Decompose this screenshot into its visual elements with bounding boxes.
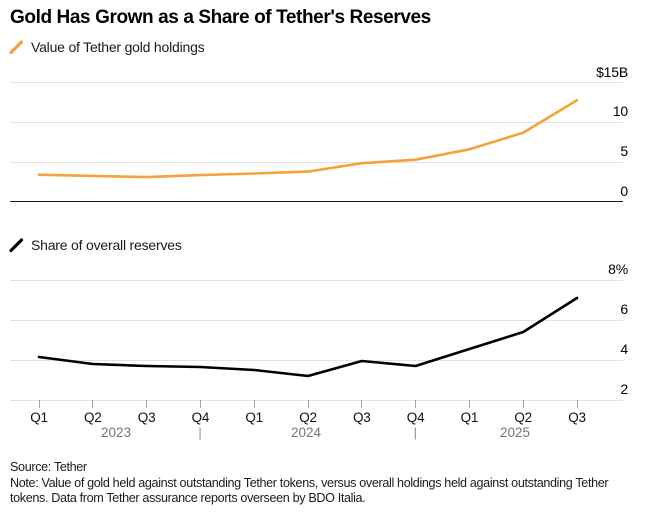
- x-axis-label: Q3: [568, 410, 586, 425]
- x-axis-label: Q2: [83, 410, 102, 425]
- x-axis-label: Q2: [299, 410, 317, 425]
- legend-reserve-share: Share of overall reserves: [9, 237, 182, 253]
- x-tick-mark: [307, 400, 309, 408]
- chart-title: Gold Has Grown as a Share of Tether's Re…: [10, 7, 431, 28]
- value-of-tether-gold-holdings-line: [37, 98, 579, 179]
- gridline: [10, 279, 623, 281]
- y-axis-tick-label: 6: [620, 301, 628, 317]
- gridline: [10, 121, 623, 123]
- line-swatch-icon: [9, 237, 24, 252]
- year-separator: |: [198, 425, 202, 440]
- x-axis-label: Q3: [352, 410, 371, 425]
- x-axis-label: Q4: [191, 410, 210, 425]
- x-tick-mark: [576, 400, 578, 408]
- x-tick-mark: [253, 400, 255, 408]
- y-axis-tick-label: 2: [620, 381, 628, 397]
- x-tick-mark: [415, 400, 417, 408]
- gold-line-swatch: [9, 39, 24, 54]
- x-tick-mark: [522, 400, 524, 408]
- note-text: Note: Value of gold held against outstan…: [10, 475, 609, 506]
- y-axis-tick-label: 0: [620, 182, 628, 199]
- line-swatch-icon: [9, 39, 24, 54]
- x-axis-label: Q1: [245, 410, 263, 425]
- footer: Source: Tether Note: Value of gold held …: [10, 460, 644, 507]
- gridline: [10, 161, 623, 163]
- year-label: 2025: [499, 425, 531, 440]
- x-axis-label: Q3: [137, 410, 156, 425]
- gridline: [10, 319, 623, 321]
- legend-label: Value of Tether gold holdings: [31, 39, 205, 55]
- x-axis-label: Q4: [406, 410, 425, 425]
- x-tick-mark: [199, 400, 201, 408]
- legend-label: Share of overall reserves: [31, 237, 182, 253]
- y-axis-tick-label: 4: [620, 341, 628, 357]
- gridline: [10, 399, 623, 401]
- y-axis-tick-label: 5: [620, 143, 628, 160]
- zero-baseline: [10, 200, 623, 203]
- year-label: 2024: [290, 425, 322, 440]
- share-of-overall-reserves-line: [37, 296, 579, 378]
- y-axis-tick-label: $15B: [596, 63, 628, 80]
- share-line-swatch: [9, 237, 24, 252]
- y-axis-tick-label: 10: [612, 103, 628, 120]
- x-tick-mark: [38, 400, 40, 408]
- x-axis-label: Q1: [30, 410, 48, 425]
- x-axis-label: Q2: [514, 410, 532, 425]
- gridline: [10, 359, 623, 361]
- legend-gold-value: Value of Tether gold holdings: [9, 39, 205, 55]
- x-tick-mark: [468, 400, 470, 408]
- x-axis-label: Q1: [460, 410, 479, 425]
- gridline: [10, 82, 623, 84]
- x-tick-mark: [92, 400, 94, 408]
- source-line: Source: Tether: [10, 460, 87, 474]
- x-tick-mark: [146, 400, 148, 408]
- year-label: 2023: [100, 425, 132, 440]
- y-axis-tick-label: 8%: [608, 261, 628, 277]
- year-separator: |: [413, 425, 417, 440]
- x-tick-mark: [361, 400, 363, 408]
